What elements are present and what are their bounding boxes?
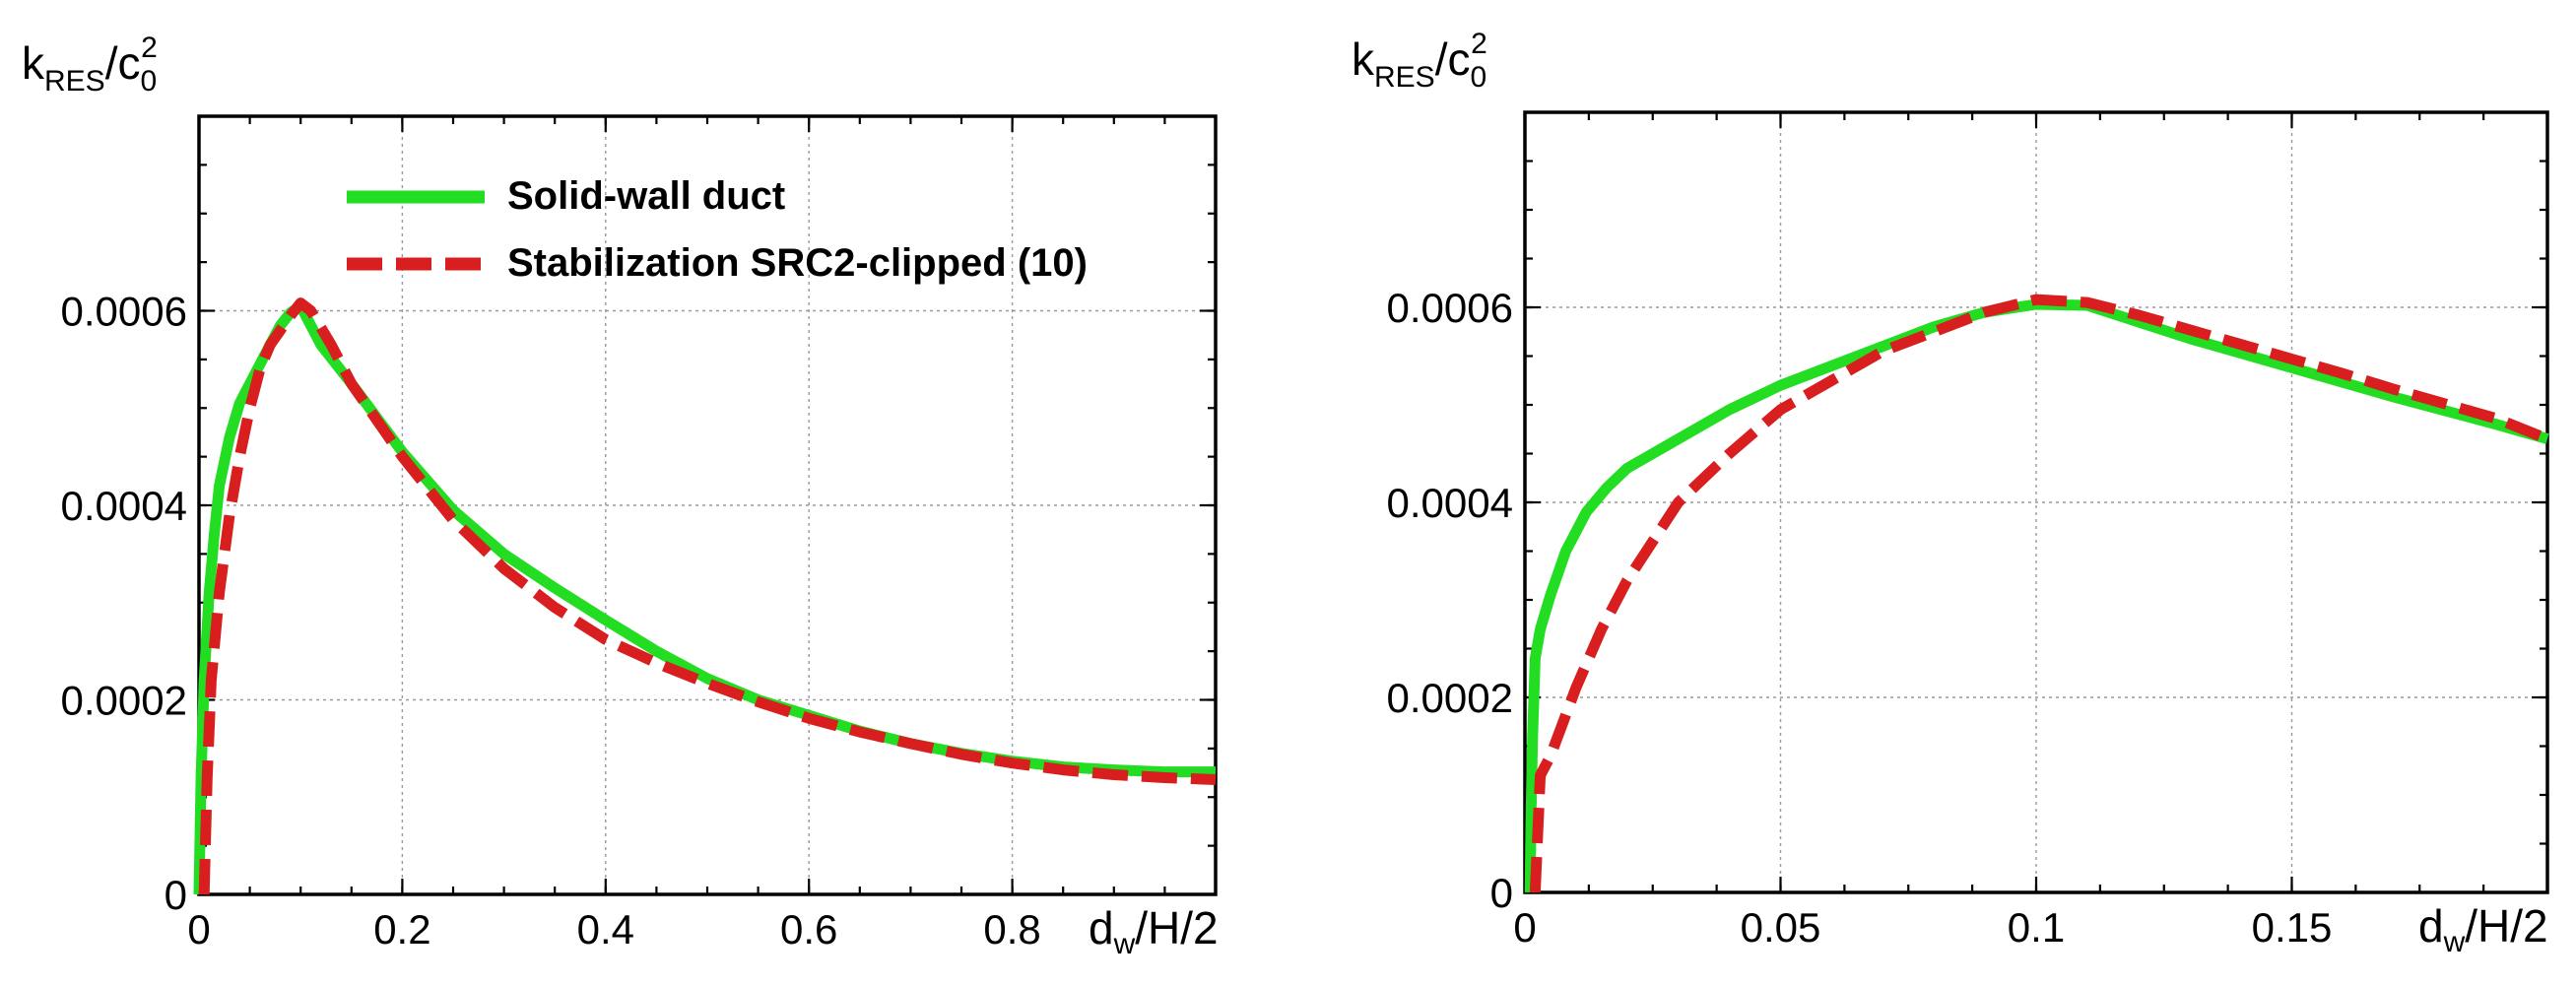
right-tick-labels: 0 0.05 0.1 0.15 0 0.0002 0.0004 0.0006 bbox=[1387, 285, 2333, 951]
right-series-src2-clipped-line bbox=[1529, 294, 2550, 893]
right-ylabel-sup: 2 bbox=[1471, 28, 1487, 60]
left-series-src2-clipped-line bbox=[198, 297, 1217, 895]
right-y-axis-label: kRES/c02 bbox=[1352, 28, 1487, 94]
right-x-axis-label: dw/H/2 bbox=[2418, 900, 2548, 958]
left-y-tick-label: 0.0002 bbox=[61, 678, 187, 724]
left-xlabel-base: d bbox=[1089, 902, 1114, 953]
right-y-tick-label: 0.0004 bbox=[1387, 480, 1513, 526]
left-series bbox=[193, 297, 1217, 895]
legend: Solid-wall duct Stabilization SRC2-clipp… bbox=[347, 174, 1088, 285]
right-ticks bbox=[1523, 110, 2549, 894]
left-xlabel-rest: /H/2 bbox=[1135, 902, 1218, 953]
legend-label-solid-wall: Solid-wall duct bbox=[507, 174, 785, 218]
right-x-tick-label: 0.1 bbox=[2008, 904, 2065, 951]
left-x-tick-label: 0.4 bbox=[577, 906, 634, 953]
right-ylabel-base: k bbox=[1352, 33, 1375, 85]
right-xlabel-sub: w bbox=[2443, 926, 2466, 958]
right-series-solid-wall-duct-line bbox=[1524, 298, 2549, 893]
left-x-tick-label: 0.2 bbox=[373, 906, 430, 953]
right-x-tick-label: 0.05 bbox=[1741, 904, 1821, 951]
right-x-tick-label: 0.15 bbox=[2252, 904, 2333, 951]
left-y-tick-label: 0.0006 bbox=[61, 289, 187, 335]
left-y-tick-label: 0.0004 bbox=[61, 483, 187, 529]
left-series-solid-wall-duct-line bbox=[193, 300, 1216, 895]
left-ylabel-sup: 2 bbox=[141, 32, 158, 64]
legend-label-src2: Stabilization SRC2-clipped (10) bbox=[507, 241, 1088, 285]
left-ylabel-sub2: 0 bbox=[140, 65, 157, 98]
left-y-tick-label: 0 bbox=[165, 872, 187, 918]
left-ylabel-slash: /c bbox=[105, 37, 141, 89]
right-y-tick-label: 0.0002 bbox=[1387, 675, 1513, 721]
left-xlabel-sub: w bbox=[1113, 928, 1136, 960]
right-ylabel-sub2: 0 bbox=[1470, 61, 1486, 94]
left-ylabel-base: k bbox=[22, 37, 45, 89]
right-y-tick-label: 0 bbox=[1490, 870, 1513, 916]
left-x-tick-label: 0.8 bbox=[983, 906, 1040, 953]
left-x-tick-label: 0.6 bbox=[780, 906, 837, 953]
left-y-axis-label: kRES/c02 bbox=[22, 32, 158, 98]
right-x-tick-label: 0 bbox=[1513, 904, 1536, 951]
left-tick-labels: 0 0.2 0.4 0.6 0.8 0 0.0002 0.0004 0.0006 bbox=[61, 289, 1041, 953]
left-x-tick-label: 0 bbox=[187, 906, 210, 953]
left-ylabel-sub: RES bbox=[44, 65, 105, 98]
right-ylabel-slash: /c bbox=[1435, 33, 1471, 85]
right-y-tick-label: 0.0006 bbox=[1387, 285, 1513, 331]
right-ylabel-sub: RES bbox=[1374, 61, 1435, 94]
left-grid bbox=[199, 116, 1216, 894]
right-xlabel-rest: /H/2 bbox=[2465, 900, 2547, 952]
left-x-axis-label: dw/H/2 bbox=[1089, 902, 1219, 960]
right-xlabel-base: d bbox=[2418, 900, 2444, 952]
right-series bbox=[1524, 294, 2550, 893]
